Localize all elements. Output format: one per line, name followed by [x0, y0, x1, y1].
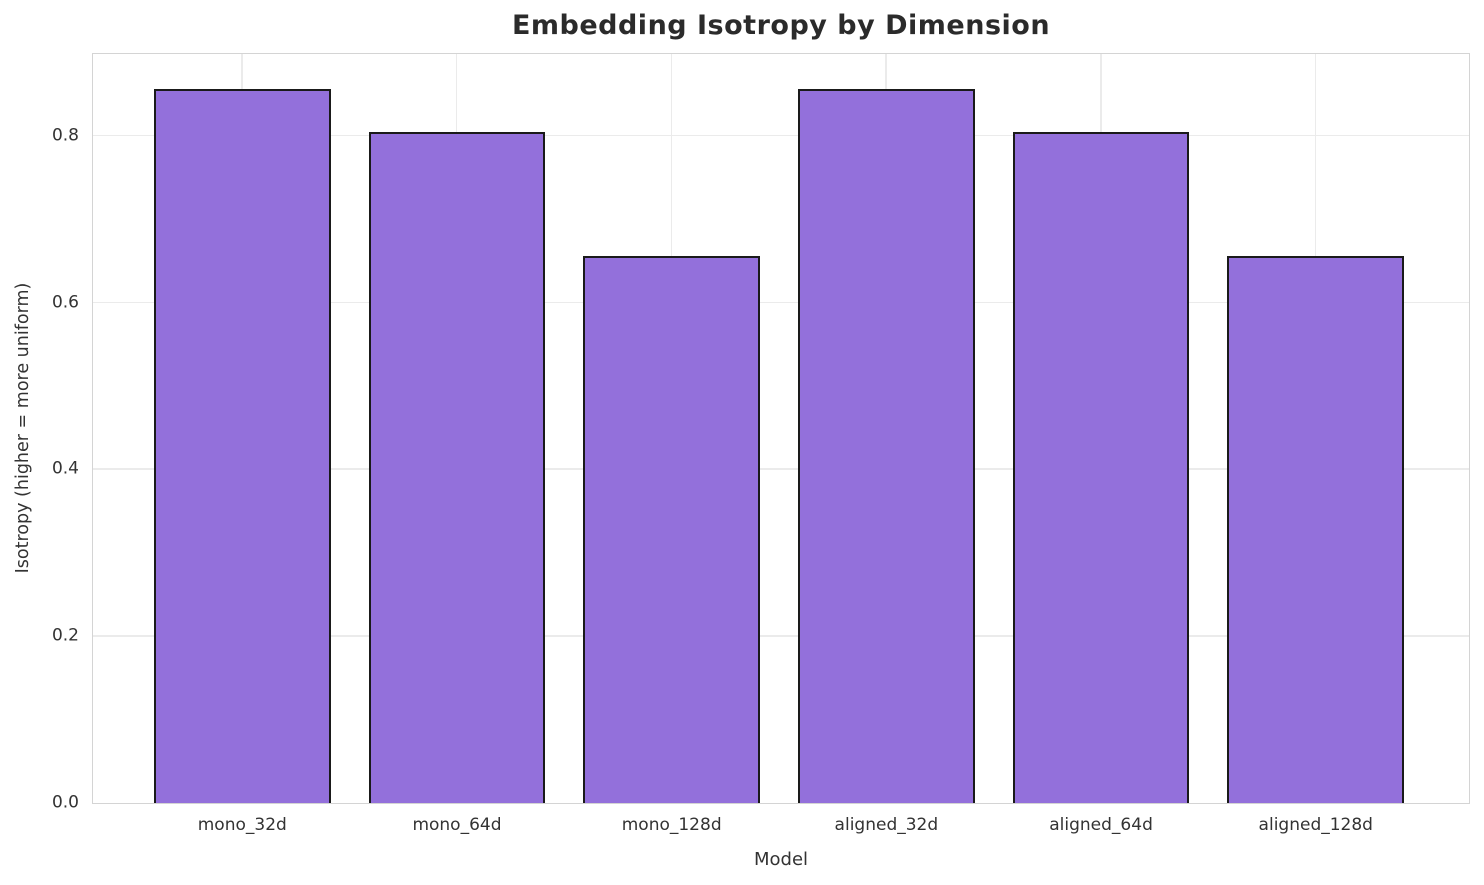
bar-mono_64d	[368, 131, 546, 803]
bar-aligned_64d	[1012, 131, 1190, 803]
y-tick-label: 0.6	[51, 292, 79, 313]
y-tick-label: 0.2	[51, 625, 79, 646]
x-tick-label: aligned_32d	[834, 815, 939, 835]
y-gridline	[93, 301, 1469, 304]
x-tick-label: mono_32d	[197, 815, 287, 835]
x-tick-label: aligned_128d	[1258, 815, 1373, 835]
plot-area: 0.0 0.2 0.4 0.6 0.8 mono_32d mono_64d mono_128d…	[52, 53, 1470, 835]
x-axis-label: Model	[753, 849, 809, 870]
y-tick-label: 0.4	[51, 458, 79, 479]
bar-mono_128d	[583, 255, 761, 803]
y-axis-label: Isotropy (higher = more uniform)	[13, 282, 33, 574]
x-tick-label: mono_64d	[412, 815, 502, 835]
y-tick-label: 0.0	[51, 792, 79, 813]
bar-aligned_128d	[1227, 255, 1405, 803]
bar-mono_32d	[153, 89, 331, 803]
y-gridline	[93, 635, 1469, 637]
bar-aligned_32d	[798, 89, 975, 803]
y-tick-label: 0.8	[51, 125, 79, 146]
chart-title: Embedding Isotropy by Dimension	[511, 10, 1051, 41]
x-tick-label: aligned_64d	[1049, 815, 1153, 835]
y-gridline	[93, 468, 1469, 470]
x-tick-label: mono_128d	[621, 815, 722, 835]
y-gridline	[93, 134, 1469, 137]
